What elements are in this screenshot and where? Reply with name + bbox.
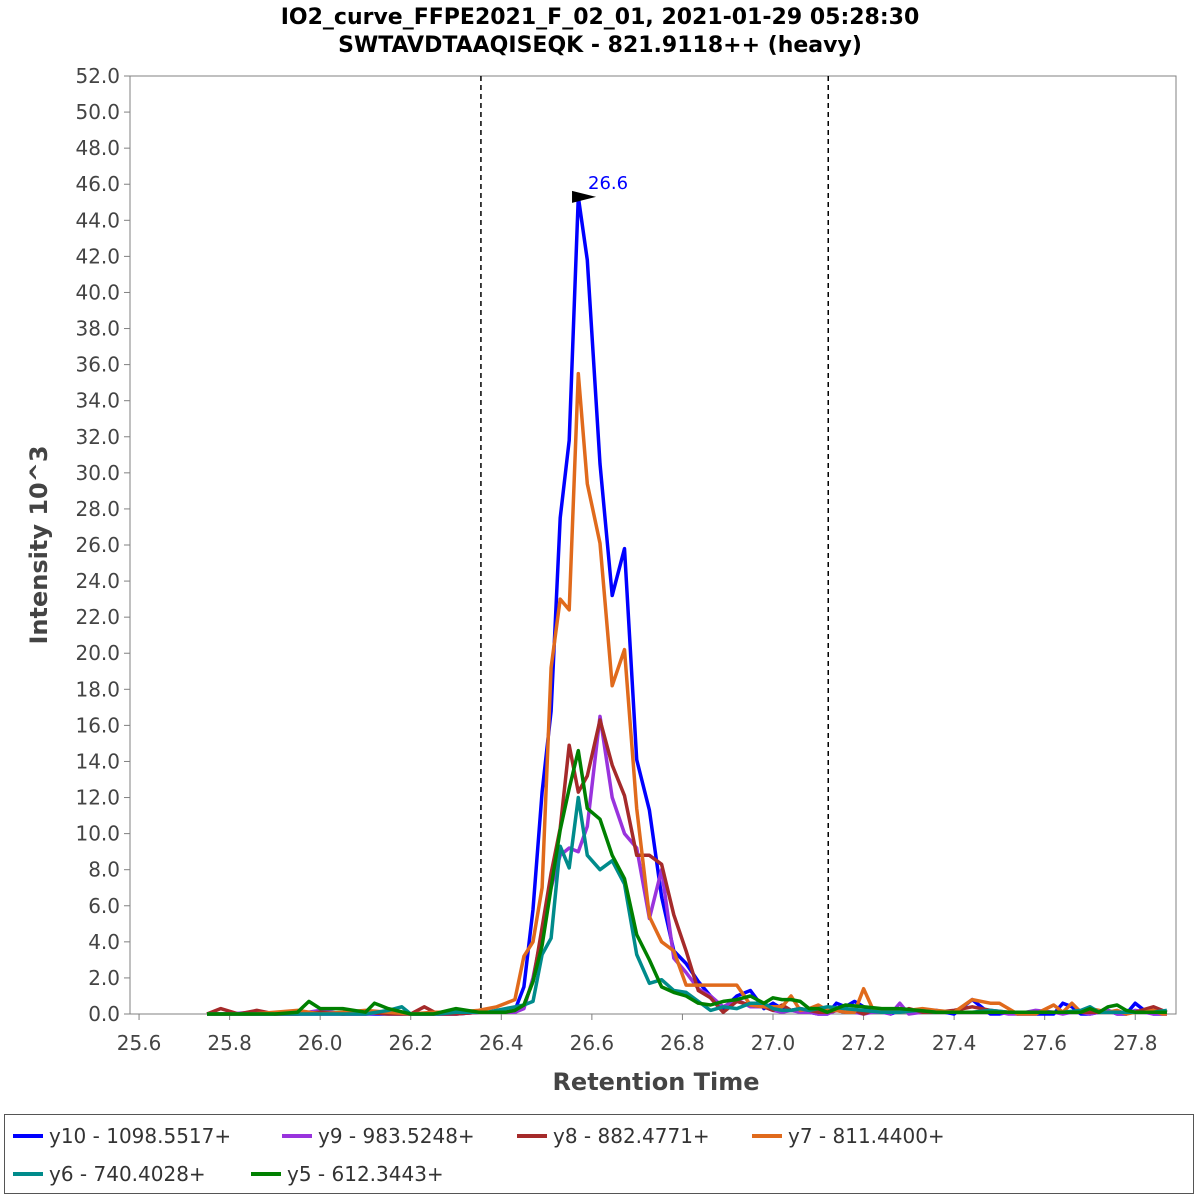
peak-boundaries	[480, 76, 829, 1014]
x-tick-label: 26.6	[570, 1031, 615, 1055]
y-tick-label: 42.0	[75, 244, 120, 268]
legend-label: y5 - 612.3443+	[287, 1162, 444, 1186]
legend-label: y6 - 740.4028+	[49, 1162, 206, 1186]
legend-swatch	[517, 1134, 547, 1138]
y-tick-label: 18.0	[75, 677, 120, 701]
y-tick-label: 20.0	[75, 641, 120, 665]
plot-area	[129, 75, 1177, 1015]
x-tick-label: 27.6	[1022, 1031, 1067, 1055]
y-tick-label: 8.0	[88, 858, 120, 882]
y-tick-label: 14.0	[75, 749, 120, 773]
y-tick-label: 24.0	[75, 569, 120, 593]
y-tick-label: 26.0	[75, 533, 120, 557]
y-tick-label: 6.0	[88, 894, 120, 918]
y-tick-label: 12.0	[75, 786, 120, 810]
y-tick-label: 52.0	[75, 64, 120, 88]
legend-item-y6: y6 - 740.4028+	[13, 1159, 206, 1189]
chromatogram-chart: IO2_curve_FFPE2021_F_02_01, 2021-01-29 0…	[25, 5, 1177, 1096]
peak-arrow-icon	[572, 190, 597, 203]
chart-title-line-2: SWTAVDTAAQISEQK - 821.9118++ (heavy)	[338, 33, 862, 58]
y-tick-label: 34.0	[75, 389, 120, 413]
legend-item-y10: y10 - 1098.5517+	[13, 1121, 231, 1151]
legend: y10 - 1098.5517+ y9 - 983.5248+ y8 - 882…	[4, 1114, 1194, 1194]
legend-swatch	[13, 1172, 43, 1176]
x-tick-label: 27.2	[841, 1031, 886, 1055]
legend-swatch	[752, 1134, 782, 1138]
x-tick-label: 27.4	[932, 1031, 977, 1055]
y-tick-label: 40.0	[75, 280, 120, 304]
legend-item-y9: y9 - 983.5248+	[282, 1121, 475, 1151]
y-tick-label: 48.0	[75, 136, 120, 160]
legend-item-y7: y7 - 811.4400+	[752, 1121, 945, 1151]
y-tick-label: 44.0	[75, 208, 120, 232]
y-tick-label: 28.0	[75, 497, 120, 521]
y-tick-label: 10.0	[75, 822, 120, 846]
x-tick-label: 26.8	[660, 1031, 705, 1055]
peak-label: 26.6	[588, 173, 628, 194]
chart-title-line-1: IO2_curve_FFPE2021_F_02_01, 2021-01-29 0…	[281, 5, 920, 30]
legend-swatch	[251, 1172, 281, 1176]
x-axis: 25.6 25.8 26.0 26.2 26.4 26.6 26.8 27.0 27.2 27.4…	[117, 1014, 1158, 1055]
y-tick-label: 16.0	[75, 713, 120, 737]
x-tick-label: 26.0	[298, 1031, 343, 1055]
series-line-5	[207, 748, 1167, 1016]
legend-item-y5: y5 - 612.3443+	[251, 1159, 444, 1189]
x-tick-label: 27.8	[1113, 1031, 1158, 1055]
y-tick-label: 4.0	[88, 930, 120, 954]
legend-label: y8 - 882.4771+	[553, 1124, 710, 1148]
y-tick-label: 22.0	[75, 605, 120, 629]
legend-label: y7 - 811.4400+	[788, 1124, 945, 1148]
y-tick-label: 38.0	[75, 317, 120, 341]
legend-label: y10 - 1098.5517+	[49, 1124, 232, 1148]
y-axis-title: Intensity 10^3	[25, 445, 53, 644]
y-tick-label: 46.0	[75, 172, 120, 196]
y-tick-label: 32.0	[75, 425, 120, 449]
y-tick-label: 50.0	[75, 100, 120, 124]
y-tick-label: 2.0	[88, 966, 120, 990]
x-tick-label: 27.0	[751, 1031, 796, 1055]
peak-annotation: 26.6	[572, 173, 628, 203]
x-tick-label: 25.8	[207, 1031, 252, 1055]
legend-swatch	[13, 1134, 43, 1138]
legend-item-y8: y8 - 882.4771+	[517, 1121, 710, 1151]
y-axis: 0.0 2.0 4.0 6.0 8.0 10.0 12.0 14.0 16.0 18.0 20.0 2…	[75, 64, 130, 1026]
x-tick-label: 26.4	[479, 1031, 524, 1055]
y-tick-label: 0.0	[88, 1002, 120, 1026]
x-axis-title: Retention Time	[552, 1068, 759, 1096]
legend-swatch	[282, 1134, 312, 1138]
y-tick-label: 36.0	[75, 353, 120, 377]
y-tick-label: 30.0	[75, 461, 120, 485]
legend-label: y9 - 983.5248+	[318, 1124, 475, 1148]
series-layer	[206, 195, 1168, 1016]
x-tick-label: 26.2	[388, 1031, 433, 1055]
x-tick-label: 25.6	[117, 1031, 162, 1055]
